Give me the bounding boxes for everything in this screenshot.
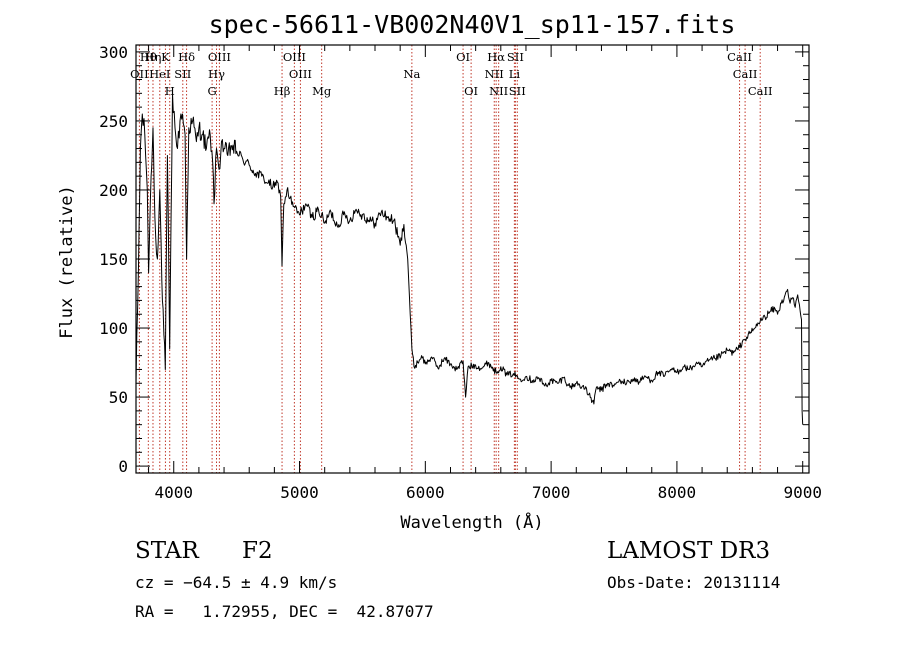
line-label: Hα bbox=[487, 50, 505, 64]
survey-name: LAMOST DR3 bbox=[607, 538, 771, 564]
plot-border bbox=[135, 44, 810, 474]
line-label: SII bbox=[509, 84, 526, 98]
y-tick-label: 300 bbox=[99, 43, 128, 62]
observation-date: Obs-Date: 20131114 bbox=[607, 573, 781, 592]
axis-ticks: 4000 5000 6000 7000 8000 9000 0 50 100 150 200 250 3… bbox=[99, 43, 822, 502]
x-tick-label: 7000 bbox=[532, 483, 571, 502]
line-label: Hη bbox=[145, 50, 162, 64]
line-label: OI bbox=[456, 50, 470, 64]
line-label: G bbox=[208, 84, 217, 98]
line-label: CaII bbox=[748, 84, 773, 98]
line-markers bbox=[138, 45, 761, 473]
chart-title: spec-56611-VB002N40V1_sp11-157.fits bbox=[209, 10, 736, 39]
line-label: NII bbox=[485, 67, 504, 81]
line-label: Na bbox=[403, 67, 420, 81]
line-label: Hβ bbox=[274, 84, 291, 98]
line-label: OIII bbox=[283, 50, 306, 64]
line-label: SII bbox=[174, 67, 191, 81]
x-tick-label: 6000 bbox=[406, 483, 445, 502]
subclass: F2 bbox=[242, 538, 273, 564]
x-axis-label: Wavelength (Å) bbox=[400, 511, 543, 533]
y-tick-label: 50 bbox=[109, 388, 128, 407]
y-tick-label: 200 bbox=[99, 181, 128, 200]
line-label: CaII bbox=[727, 50, 752, 64]
y-tick-label: 250 bbox=[99, 112, 128, 131]
line-label: Hδ bbox=[178, 50, 195, 64]
redshift-velocity: cz = −64.5 ± 4.9 km/s bbox=[135, 573, 338, 592]
line-label: H bbox=[165, 84, 175, 98]
line-label: HeI bbox=[149, 67, 170, 81]
plot-frame bbox=[135, 44, 810, 474]
x-tick-label: 8000 bbox=[658, 483, 697, 502]
x-tick-label: 9000 bbox=[783, 483, 822, 502]
x-tick-label: 5000 bbox=[280, 483, 319, 502]
spectrum-series bbox=[135, 92, 804, 425]
object-type: STAR bbox=[135, 538, 199, 564]
line-label: SII bbox=[507, 50, 524, 64]
line-label: OI bbox=[464, 84, 478, 98]
line-label: Hγ bbox=[208, 67, 225, 81]
line-label: K bbox=[161, 50, 170, 64]
spectrum-line bbox=[135, 92, 804, 425]
line-label: Hθ bbox=[140, 50, 157, 64]
line-label: OII bbox=[130, 67, 149, 81]
line-label: Mg bbox=[312, 84, 332, 98]
line-label: NII bbox=[489, 84, 508, 98]
line-label: Li bbox=[509, 67, 521, 81]
line-label: OIII bbox=[208, 50, 231, 64]
line-label: OIII bbox=[289, 67, 312, 81]
x-tick-label: 4000 bbox=[154, 483, 193, 502]
y-tick-label: 0 bbox=[118, 457, 128, 476]
line-label: CaII bbox=[733, 67, 758, 81]
y-tick-label: 150 bbox=[99, 250, 128, 269]
y-axis-label: Flux (relative) bbox=[57, 185, 77, 339]
y-tick-label: 100 bbox=[99, 319, 128, 338]
coordinates: RA = 1.72955, DEC = 42.87077 bbox=[135, 602, 434, 621]
